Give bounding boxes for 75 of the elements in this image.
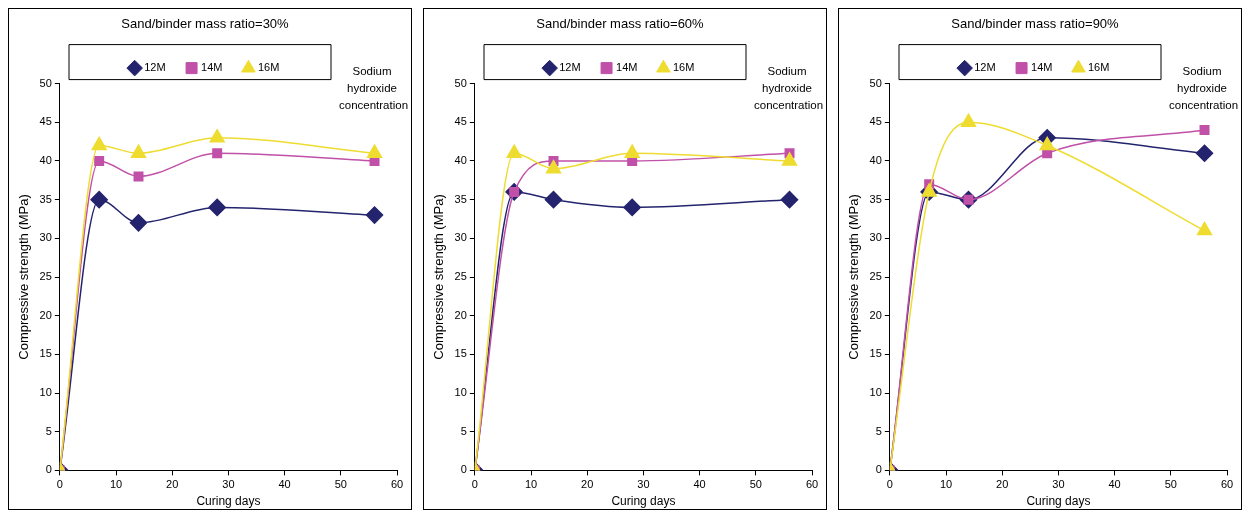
y-tick-label: 25 xyxy=(869,270,882,283)
chart-title: Sand/binder mass ratio=30% xyxy=(121,16,290,32)
x-tick-label: 30 xyxy=(222,478,235,491)
legend-label: 16M xyxy=(672,61,695,74)
y-tick-label: 40 xyxy=(39,153,52,166)
x-tick-label: 0 xyxy=(886,478,893,491)
legend-label: 12M xyxy=(144,61,166,74)
x-tick-label: 40 xyxy=(693,478,706,491)
x-tick-label: 20 xyxy=(581,478,594,491)
chart-title: Sand/binder mass ratio=60% xyxy=(536,16,705,32)
legend-label: 14M xyxy=(201,61,223,74)
y-tick-label: 20 xyxy=(869,308,882,321)
x-tick-label: 40 xyxy=(1108,478,1121,491)
y-tick-label: 45 xyxy=(39,115,52,128)
x-tick-label: 20 xyxy=(166,478,179,491)
y-tick-label: 15 xyxy=(454,347,467,360)
y-tick-label: 5 xyxy=(45,424,52,437)
y-tick-label: 50 xyxy=(869,76,882,89)
y-axis-title: Compressive strength (MPa) xyxy=(16,194,32,360)
y-tick-label: 10 xyxy=(454,386,467,399)
legend-label: 14M xyxy=(1031,61,1053,74)
y-tick-label: 35 xyxy=(454,192,467,205)
x-axis-title: Curing days xyxy=(196,494,261,509)
legend-label: 16M xyxy=(257,61,280,74)
x-tick-label: 30 xyxy=(637,478,650,491)
y-tick-label: 5 xyxy=(875,424,882,437)
y-tick-label: 15 xyxy=(39,347,52,360)
y-tick-label: 10 xyxy=(869,386,882,399)
x-tick-label: 60 xyxy=(805,478,819,491)
x-tick-label: 50 xyxy=(749,478,762,491)
legend-title: Sodium hydroxide concentration xyxy=(1169,64,1239,113)
y-tick-label: 30 xyxy=(454,231,467,244)
x-tick-label: 0 xyxy=(471,478,478,491)
x-axis-title: Curing days xyxy=(611,494,676,509)
y-tick-label: 50 xyxy=(454,76,467,89)
x-tick-label: 20 xyxy=(996,478,1009,491)
legend-label: 16M xyxy=(1087,61,1110,74)
y-tick-label: 35 xyxy=(869,192,882,205)
y-tick-label: 0 xyxy=(460,463,467,476)
x-tick-label: 10 xyxy=(939,478,953,491)
y-tick-label: 0 xyxy=(45,463,52,476)
x-tick-label: 0 xyxy=(56,478,63,491)
x-axis-title: Curing days xyxy=(1026,494,1091,509)
x-tick-label: 40 xyxy=(278,478,291,491)
y-tick-label: 25 xyxy=(454,270,467,283)
x-tick-label: 50 xyxy=(1164,478,1177,491)
x-tick-label: 50 xyxy=(334,478,347,491)
y-tick-label: 40 xyxy=(869,153,882,166)
y-tick-label: 20 xyxy=(454,308,467,321)
y-tick-label: 40 xyxy=(454,153,467,166)
x-tick-label: 60 xyxy=(1220,478,1234,491)
x-tick-label: 30 xyxy=(1052,478,1065,491)
y-tick-label: 45 xyxy=(454,115,467,128)
legend-label: 14M xyxy=(616,61,638,74)
x-tick-label: 10 xyxy=(109,478,123,491)
y-axis-title: Compressive strength (MPa) xyxy=(846,194,862,360)
y-tick-label: 5 xyxy=(460,424,467,437)
y-axis-title: Compressive strength (MPa) xyxy=(431,194,447,360)
legend-label: 12M xyxy=(559,61,581,74)
x-tick-label: 60 xyxy=(390,478,404,491)
y-tick-label: 20 xyxy=(39,308,52,321)
legend-label: 12M xyxy=(974,61,996,74)
y-tick-label: 10 xyxy=(39,386,52,399)
chart-title: Sand/binder mass ratio=90% xyxy=(951,16,1120,32)
y-tick-label: 35 xyxy=(39,192,52,205)
y-tick-label: 30 xyxy=(39,231,52,244)
y-tick-label: 0 xyxy=(875,463,882,476)
legend-title: Sodium hydroxide concentration xyxy=(339,64,409,113)
y-tick-label: 45 xyxy=(869,115,882,128)
legend-title: Sodium hydroxide concentration xyxy=(754,64,824,113)
y-tick-label: 30 xyxy=(869,231,882,244)
x-tick-label: 10 xyxy=(524,478,538,491)
y-tick-label: 50 xyxy=(39,76,52,89)
y-tick-label: 15 xyxy=(869,347,882,360)
y-tick-label: 25 xyxy=(39,270,52,283)
